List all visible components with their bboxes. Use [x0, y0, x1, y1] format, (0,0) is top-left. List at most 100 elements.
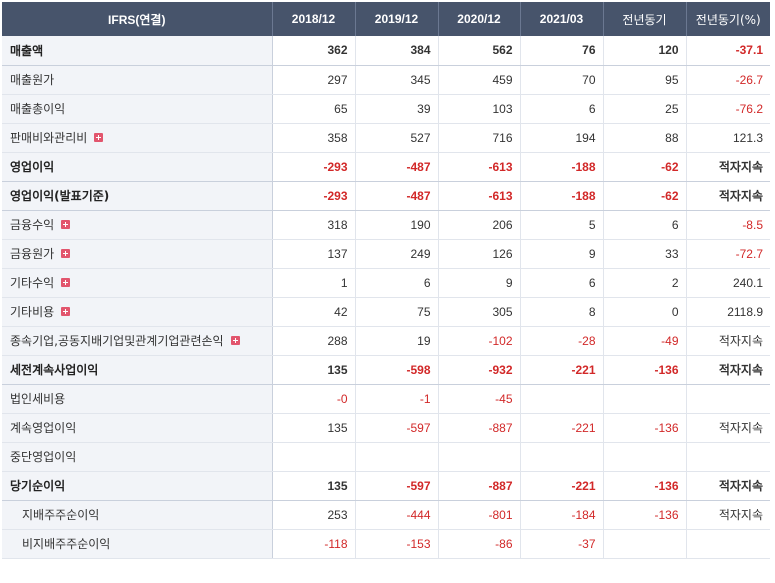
row-label-cell[interactable]: 판매비와관리비: [2, 123, 273, 153]
value-cell: -37.1: [686, 36, 770, 66]
plus-square-icon[interactable]: [230, 336, 240, 345]
value-cell: -136: [603, 500, 687, 530]
table-row: 세전계속사업이익 135 -598 -932 -221 -136 적자지속: [2, 355, 770, 385]
row-label-cell: 매출총이익: [2, 94, 273, 124]
value-cell: 206: [438, 210, 521, 240]
value-cell: -597: [355, 413, 439, 443]
header-prev-year-change-pct: 전년동기(%): [686, 2, 770, 36]
value-cell: -76.2: [686, 94, 770, 124]
plus-square-icon[interactable]: [61, 220, 71, 229]
value-cell: -49: [603, 326, 687, 356]
value-cell: 137: [272, 239, 356, 269]
value-cell: 249: [355, 239, 439, 269]
plus-square-icon[interactable]: [61, 307, 71, 316]
value-cell: -136: [603, 355, 687, 385]
value-cell: -801: [438, 500, 521, 530]
value-cell: -102: [438, 326, 521, 356]
value-cell: 362: [272, 36, 356, 66]
value-cell: 19: [355, 326, 439, 356]
value-cell: -0: [272, 384, 356, 414]
value-cell: -1: [355, 384, 439, 414]
value-cell: -487: [355, 152, 439, 182]
value-cell: 2: [603, 268, 687, 298]
value-cell: 297: [272, 65, 356, 95]
header-period-2019: 2019/12: [355, 2, 439, 36]
value-cell: -932: [438, 355, 521, 385]
value-cell: 0: [603, 297, 687, 327]
value-cell: [686, 384, 770, 414]
value-cell: 25: [603, 94, 687, 124]
table-row: 판매비와관리비 358 527 716 194 88 121.3: [2, 123, 770, 153]
value-cell: 459: [438, 65, 521, 95]
value-cell: 5: [520, 210, 604, 240]
value-cell: 적자지속: [686, 355, 770, 385]
row-label-cell: 영업이익: [2, 152, 273, 182]
row-label-cell: 영업이익(발표기준): [2, 181, 273, 211]
row-label-cell[interactable]: 기타비용: [2, 297, 273, 327]
header-row: IFRS(연결) 2018/12 2019/12 2020/12 2021/03…: [2, 2, 770, 36]
row-label-cell: 계속영업이익: [2, 413, 273, 443]
table-row: 계속영업이익 135 -597 -887 -221 -136 적자지속: [2, 413, 770, 443]
value-cell: -221: [520, 471, 604, 501]
row-label-cell: 비지배주주순이익: [2, 529, 273, 559]
row-label-cell[interactable]: 종속기업,공동지배기업및관계기업관련손익: [2, 326, 273, 356]
table-row: 금융원가 137 249 126 9 33 -72.7: [2, 239, 770, 269]
value-cell: [686, 442, 770, 472]
value-cell: -598: [355, 355, 439, 385]
value-cell: -887: [438, 413, 521, 443]
header-period-2021q1: 2021/03: [520, 2, 604, 36]
value-cell: -62: [603, 181, 687, 211]
row-label-cell[interactable]: 금융수익: [2, 210, 273, 240]
value-cell: -136: [603, 471, 687, 501]
value-cell: 190: [355, 210, 439, 240]
value-cell: -37: [520, 529, 604, 559]
value-cell: 39: [355, 94, 439, 124]
row-label: 세전계속사업이익: [10, 363, 99, 377]
value-cell: -188: [520, 152, 604, 182]
value-cell: -444: [355, 500, 439, 530]
value-cell: [603, 529, 687, 559]
value-cell: 135: [272, 471, 356, 501]
value-cell: -118: [272, 529, 356, 559]
header-prev-year-same-period: 전년동기: [603, 2, 687, 36]
header-ifrs: IFRS(연결): [2, 2, 273, 36]
row-label: 영업이익(발표기준): [10, 189, 110, 203]
row-label-cell[interactable]: 금융원가: [2, 239, 273, 269]
row-label-cell: 중단영업이익: [2, 442, 273, 472]
value-cell: 358: [272, 123, 356, 153]
table-row: 중단영업이익: [2, 442, 770, 472]
value-cell: 126: [438, 239, 521, 269]
row-label: 기타수익: [10, 276, 55, 290]
value-cell: -8.5: [686, 210, 770, 240]
value-cell: 527: [355, 123, 439, 153]
value-cell: 적자지속: [686, 471, 770, 501]
value-cell: 적자지속: [686, 413, 770, 443]
value-cell: 135: [272, 413, 356, 443]
row-label-cell[interactable]: 기타수익: [2, 268, 273, 298]
plus-square-icon[interactable]: [61, 278, 71, 287]
row-label-cell: 지배주주순이익: [2, 500, 273, 530]
income-statement-table: IFRS(연결) 2018/12 2019/12 2020/12 2021/03…: [2, 2, 770, 559]
value-cell: 6: [520, 94, 604, 124]
row-label: 종속기업,공동지배기업및관계기업관련손익: [10, 334, 224, 348]
plus-square-icon[interactable]: [94, 133, 104, 142]
value-cell: 9: [438, 268, 521, 298]
value-cell: [355, 442, 439, 472]
row-label: 금융원가: [10, 247, 55, 261]
plus-square-icon[interactable]: [61, 249, 71, 258]
table-row: 당기순이익 135 -597 -887 -221 -136 적자지속: [2, 471, 770, 501]
row-label: 기타비용: [10, 305, 55, 319]
row-label: 매출총이익: [10, 102, 66, 116]
value-cell: 70: [520, 65, 604, 95]
value-cell: [438, 442, 521, 472]
value-cell: -86: [438, 529, 521, 559]
value-cell: -613: [438, 181, 521, 211]
table-row: 법인세비용 -0 -1 -45: [2, 384, 770, 414]
value-cell: [520, 384, 604, 414]
value-cell: 33: [603, 239, 687, 269]
value-cell: 76: [520, 36, 604, 66]
value-cell: 1: [272, 268, 356, 298]
table-header: IFRS(연결) 2018/12 2019/12 2020/12 2021/03…: [2, 2, 770, 36]
value-cell: -613: [438, 152, 521, 182]
value-cell: 적자지속: [686, 500, 770, 530]
